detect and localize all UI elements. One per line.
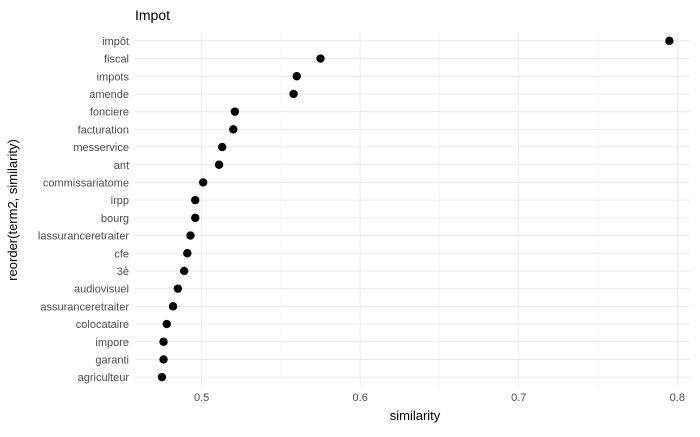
data-point: [157, 372, 167, 382]
x-tick-label: 0.8: [670, 392, 685, 404]
y-tick-label: assuranceretraiter: [40, 301, 129, 313]
data-point: [191, 195, 200, 205]
data-point: [316, 54, 325, 63]
y-tick-label: irpp: [111, 195, 129, 207]
y-tick-label: agriculteur: [78, 372, 130, 384]
data-point: [162, 319, 171, 329]
y-tick-label: bourg: [101, 213, 129, 225]
y-tick-label: commissariatome: [43, 177, 129, 189]
y-tick-label: impore: [95, 337, 129, 349]
y-tick-label: colocataire: [76, 319, 129, 331]
x-tick-label: 0.6: [353, 392, 368, 404]
y-axis-title: reorder(term2, similarity): [5, 139, 20, 281]
x-tick-label: 0.7: [511, 392, 526, 404]
data-point: [159, 355, 168, 364]
data-point: [168, 302, 178, 311]
y-tick-label: lassuranceretraiter: [38, 231, 129, 243]
data-point: [159, 337, 168, 346]
data-point: [179, 266, 189, 276]
y-tick-label: audiovisuel: [74, 284, 129, 296]
data-point: [218, 142, 227, 152]
data-point: [292, 72, 301, 81]
data-point: [191, 213, 200, 223]
data-point: [289, 89, 298, 99]
grid-layer: [135, 32, 690, 386]
data-point: [198, 178, 208, 187]
x-tick-label: 0.5: [194, 392, 209, 404]
chart-title: Impot: [135, 7, 170, 23]
y-tick-label: impots: [97, 71, 130, 83]
y-tick-label: 3è: [117, 266, 129, 278]
y-tick-labels: impôt fiscal impots amende fonciere facturati…: [38, 36, 130, 384]
y-tick-label: garanti: [95, 354, 129, 366]
y-tick-label: impôt: [102, 36, 129, 48]
y-tick-label: cfe: [114, 248, 129, 260]
data-point: [214, 160, 224, 169]
points-layer: [157, 36, 674, 382]
x-axis-title: similarity: [390, 408, 441, 423]
y-tick-label: fonciere: [90, 107, 129, 119]
data-point: [183, 249, 192, 258]
data-point: [229, 125, 238, 134]
data-point: [665, 36, 674, 46]
y-tick-label: fiscal: [104, 54, 129, 66]
data-point: [230, 107, 240, 116]
y-tick-label: facturation: [78, 124, 129, 136]
y-tick-label: amende: [89, 89, 129, 101]
x-tick-labels: 0.5 0.6 0.7 0.8: [194, 392, 685, 404]
data-point: [186, 231, 195, 240]
data-point: [173, 284, 183, 293]
y-tick-label: ant: [114, 160, 129, 172]
y-tick-label: messervice: [73, 142, 129, 154]
